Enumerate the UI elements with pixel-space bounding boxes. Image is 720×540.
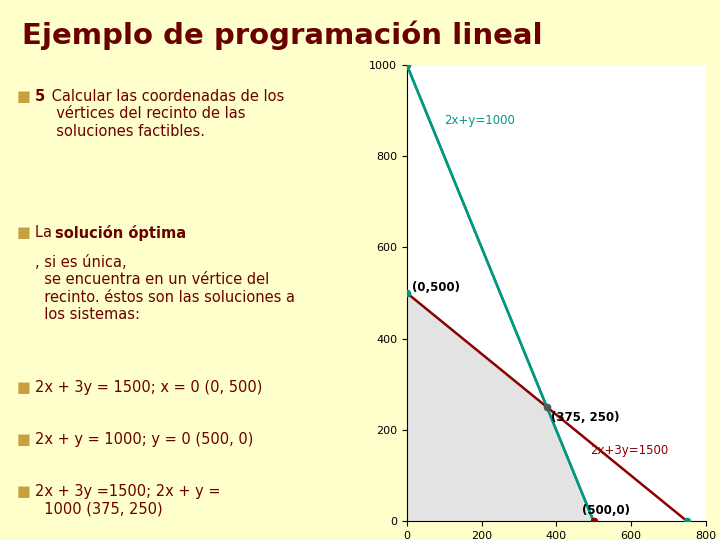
Text: ■: ■	[17, 89, 30, 104]
Text: (0,500): (0,500)	[413, 281, 460, 294]
Text: Ejemplo de programación lineal: Ejemplo de programación lineal	[22, 21, 543, 50]
Text: 2x+y=1000: 2x+y=1000	[444, 114, 515, 127]
Text: ■: ■	[17, 380, 30, 395]
Text: La: La	[35, 225, 56, 240]
Text: Calcular las coordenadas de los
  vértices del recinto de las
  soluciones facti: Calcular las coordenadas de los vértices…	[47, 89, 284, 139]
Text: solución óptima: solución óptima	[55, 225, 186, 241]
Text: ■: ■	[17, 484, 30, 498]
Text: 2x + 3y =1500; 2x + y =
  1000 (375, 250): 2x + 3y =1500; 2x + y = 1000 (375, 250)	[35, 484, 220, 516]
Text: ■: ■	[17, 432, 30, 447]
Text: (375, 250): (375, 250)	[551, 411, 619, 424]
Text: 2x + y = 1000; y = 0 (500, 0): 2x + y = 1000; y = 0 (500, 0)	[35, 432, 253, 447]
Text: , si es única,
  se encuentra en un vértice del
  recinto. éstos son las solucio: , si es única, se encuentra en un vértic…	[35, 255, 294, 322]
Text: ■: ■	[17, 225, 30, 240]
Text: 5: 5	[35, 89, 45, 104]
Text: 2x + 3y = 1500; x = 0 (0, 500): 2x + 3y = 1500; x = 0 (0, 500)	[35, 380, 262, 395]
Text: 2x+3y=1500: 2x+3y=1500	[590, 443, 668, 456]
Text: (500,0): (500,0)	[582, 504, 630, 517]
Polygon shape	[407, 293, 593, 521]
